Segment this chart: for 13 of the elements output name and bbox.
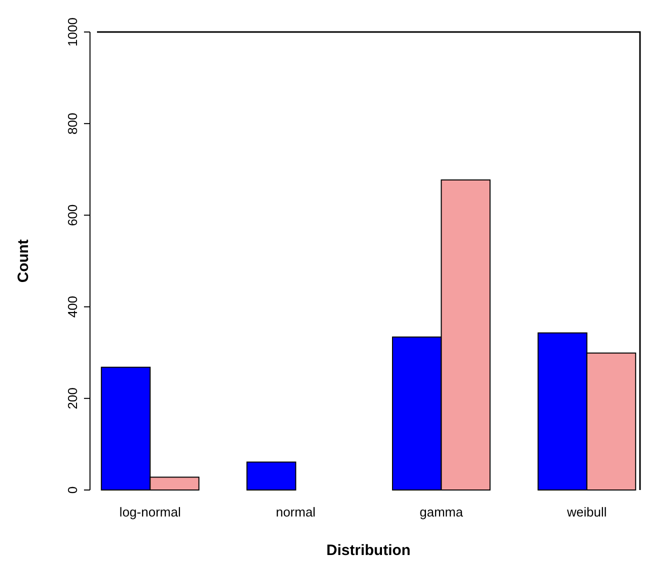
x-axis-title: Distribution (326, 542, 411, 559)
y-axis-title: Count (15, 239, 32, 283)
bar (246, 462, 296, 490)
y-tick-label: 200 (65, 388, 80, 410)
x-tick-label: log-normal (119, 504, 181, 520)
y-tick-label: 0 (65, 486, 80, 494)
x-tick-label: normal (276, 504, 316, 520)
x-tick-label: gamma (420, 504, 464, 520)
y-tick-label: 800 (65, 112, 80, 134)
y-tick-label: 1000 (65, 18, 80, 46)
y-tick-label: 600 (65, 204, 80, 226)
y-tick-label: 400 (65, 296, 80, 318)
x-tick-label: weibull (566, 504, 607, 520)
